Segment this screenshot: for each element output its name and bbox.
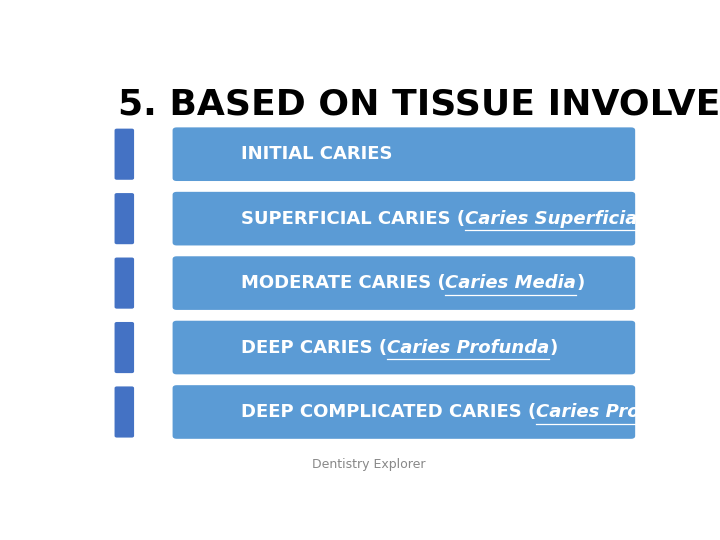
FancyBboxPatch shape [173, 192, 635, 246]
FancyBboxPatch shape [114, 193, 134, 244]
Text: DEEP CARIES (: DEEP CARIES ( [240, 339, 387, 356]
Text: Caries Superficialia: Caries Superficialia [465, 210, 662, 228]
Text: Caries Profunda Complicata: Caries Profunda Complicata [536, 403, 720, 421]
FancyBboxPatch shape [114, 387, 134, 437]
Text: Dentistry Explorer: Dentistry Explorer [312, 458, 426, 471]
Text: 5. BASED ON TISSUE INVOLVEMENT: 5. BASED ON TISSUE INVOLVEMENT [118, 87, 720, 122]
FancyBboxPatch shape [114, 258, 134, 309]
Text: Caries Profunda: Caries Profunda [387, 339, 549, 356]
Text: Caries Media: Caries Media [446, 274, 576, 292]
Text: ): ) [576, 274, 585, 292]
FancyBboxPatch shape [114, 322, 134, 373]
FancyBboxPatch shape [173, 127, 635, 181]
Text: DEEP COMPLICATED CARIES (: DEEP COMPLICATED CARIES ( [240, 403, 536, 421]
Text: SUPERFICIAL CARIES (: SUPERFICIAL CARIES ( [240, 210, 465, 228]
FancyBboxPatch shape [173, 256, 635, 310]
FancyBboxPatch shape [114, 129, 134, 180]
Text: INITIAL CARIES: INITIAL CARIES [240, 145, 392, 163]
FancyBboxPatch shape [173, 321, 635, 374]
FancyBboxPatch shape [173, 385, 635, 439]
Text: ): ) [549, 339, 557, 356]
Text: MODERATE CARIES (: MODERATE CARIES ( [240, 274, 446, 292]
Text: ): ) [662, 210, 670, 228]
